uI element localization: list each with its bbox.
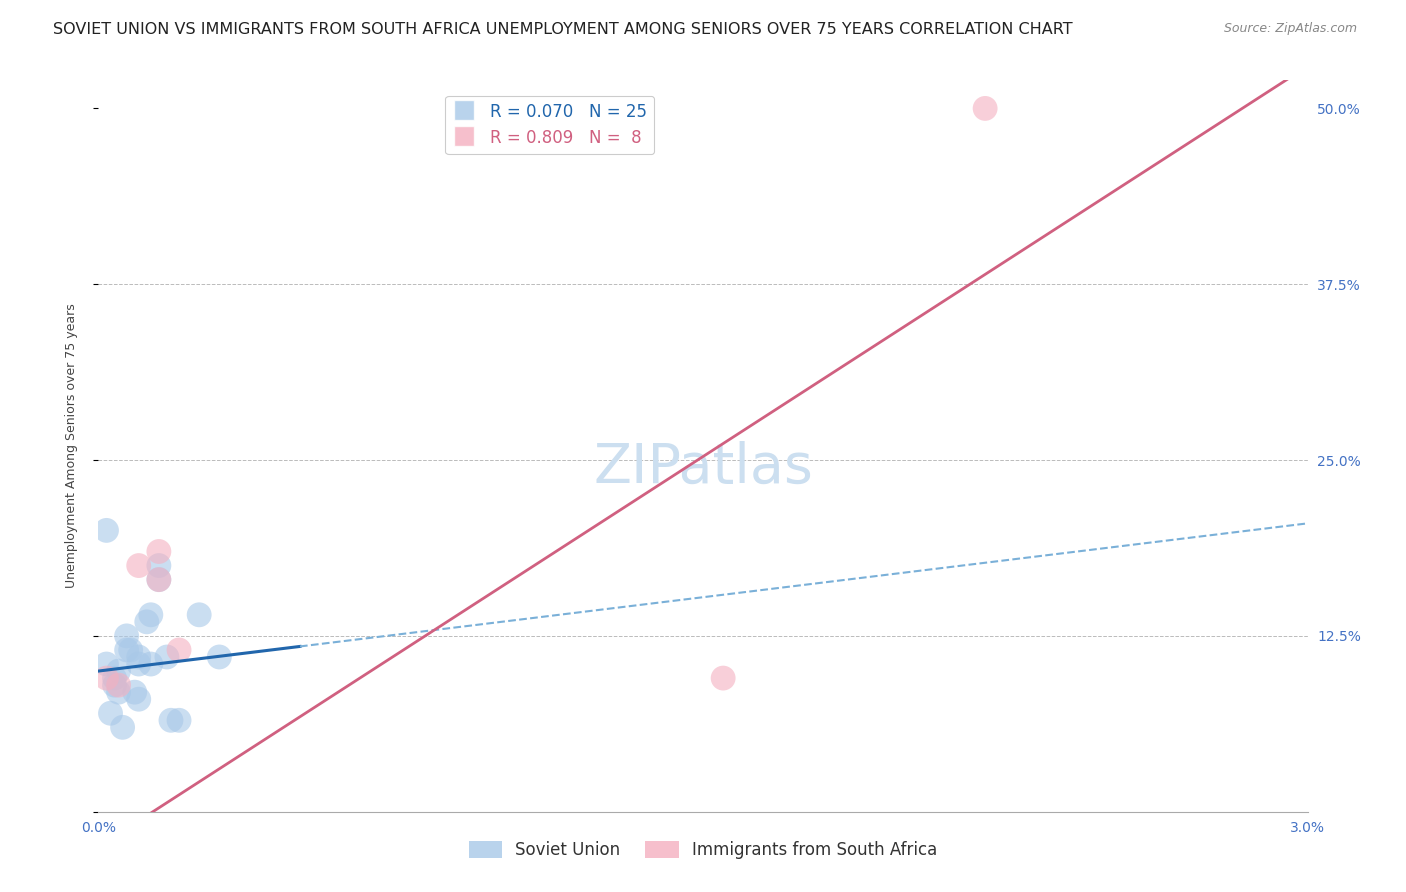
Point bbox=[128, 657, 150, 671]
Point bbox=[115, 643, 138, 657]
Point bbox=[167, 714, 190, 728]
Legend: Soviet Union, Immigrants from South Africa: Soviet Union, Immigrants from South Afri… bbox=[463, 834, 943, 866]
Point bbox=[111, 720, 134, 734]
Point bbox=[139, 657, 162, 671]
Text: SOVIET UNION VS IMMIGRANTS FROM SOUTH AFRICA UNEMPLOYMENT AMONG SENIORS OVER 75 : SOVIET UNION VS IMMIGRANTS FROM SOUTH AF… bbox=[53, 22, 1073, 37]
Point bbox=[128, 558, 150, 573]
Point bbox=[103, 678, 125, 692]
Point bbox=[128, 650, 150, 665]
Point bbox=[148, 544, 170, 558]
Legend: R = 0.070   N = 25, R = 0.809   N =  8: R = 0.070 N = 25, R = 0.809 N = 8 bbox=[446, 96, 654, 154]
Point bbox=[100, 706, 122, 721]
Point bbox=[96, 671, 118, 685]
Point bbox=[107, 678, 129, 692]
Point bbox=[148, 573, 170, 587]
Point bbox=[124, 685, 146, 699]
Y-axis label: Unemployment Among Seniors over 75 years: Unemployment Among Seniors over 75 years bbox=[65, 303, 77, 589]
Point bbox=[96, 657, 118, 671]
Point bbox=[167, 643, 190, 657]
Point bbox=[107, 664, 129, 678]
Point bbox=[188, 607, 211, 622]
Point bbox=[148, 573, 170, 587]
Point bbox=[139, 607, 162, 622]
Point bbox=[974, 102, 997, 116]
Point bbox=[120, 643, 142, 657]
Point bbox=[128, 692, 150, 706]
Point bbox=[135, 615, 157, 629]
Point bbox=[148, 558, 170, 573]
Text: ZIPatlas: ZIPatlas bbox=[593, 441, 813, 495]
Point bbox=[160, 714, 183, 728]
Point bbox=[208, 650, 231, 665]
Point bbox=[103, 671, 125, 685]
Point bbox=[115, 629, 138, 643]
Point bbox=[96, 524, 118, 538]
Point bbox=[107, 685, 129, 699]
Point bbox=[711, 671, 734, 685]
Point bbox=[156, 650, 179, 665]
Text: Source: ZipAtlas.com: Source: ZipAtlas.com bbox=[1223, 22, 1357, 36]
